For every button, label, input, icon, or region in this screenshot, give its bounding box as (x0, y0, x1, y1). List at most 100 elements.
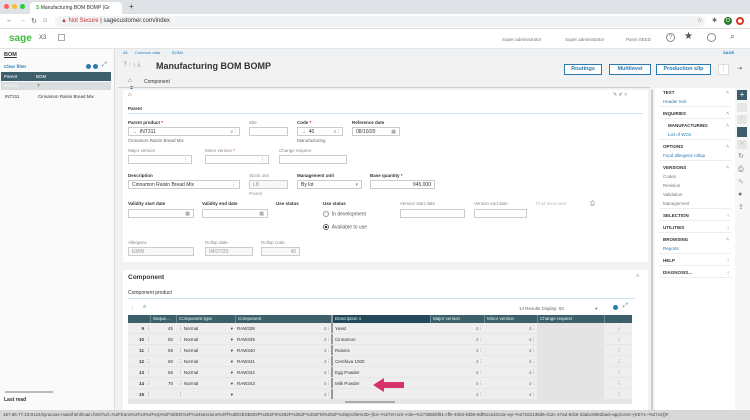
row-menu-icon[interactable]: ⋮ (146, 392, 150, 397)
validity-end-input[interactable]: ▦ (202, 209, 268, 218)
minor-version-cell[interactable]: ⌕ ⋮ (529, 348, 534, 353)
change-request-cell[interactable] (537, 356, 604, 366)
previous-page-icon[interactable] (86, 64, 91, 69)
export-icon[interactable]: ⇪ (738, 204, 744, 211)
back-button[interactable]: ← (6, 17, 13, 24)
lookup-icon[interactable]: ⌕ ⋮ (324, 392, 329, 397)
sequence-cell[interactable]: 70 (167, 381, 173, 386)
description-cell[interactable]: Cerefava 1000 (331, 356, 430, 366)
action-item[interactable]: Management (663, 201, 690, 206)
component-type-cell[interactable]: ⋮ Normal ▾ (178, 348, 233, 353)
filter-row[interactable]: INT311 T (1, 82, 111, 90)
sequence-cell[interactable]: 55 (167, 348, 173, 353)
section-inquiries[interactable]: INQUIRIES (663, 111, 687, 116)
expand-icon[interactable]: ⤢ (102, 62, 107, 68)
sequence-cell[interactable]: 65 (167, 370, 173, 375)
section-toggle-icon[interactable]: ‹ (727, 213, 729, 219)
table-row[interactable]: 13 ⋮ 65 ⋮ Normal ▾ RAW342 ⌕ ⋮ Egg Powder ⌕ … (128, 367, 632, 378)
component-cell[interactable]: RAW340 ⌕ ⋮ (235, 345, 331, 355)
lookup-icon[interactable]: ⌕ ⋮ (324, 381, 329, 386)
section-toggle-icon[interactable]: ‹ (727, 270, 729, 276)
component-cell[interactable]: RAW343 ⌕ ⋮ (235, 378, 331, 388)
description-input[interactable]: Cinnamon Raisin Bread Mix ⋮ (128, 180, 240, 189)
component-type-cell[interactable]: ⋮ Normal ▾ (178, 370, 233, 375)
calendar-icon[interactable]: ▦ (391, 129, 396, 135)
filter-value[interactable]: INT311 (4, 83, 19, 88)
section-tools-icons[interactable]: ✎ ✐ ˄ (613, 92, 628, 98)
create-icon[interactable]: + (737, 90, 747, 100)
change-request-input[interactable] (279, 155, 347, 164)
section-toggle-icon[interactable]: ˄ (726, 237, 729, 243)
row-menu-icon[interactable]: ⋮ (146, 348, 150, 353)
description-cell[interactable]: Egg Powder (331, 367, 430, 377)
panel-splitter[interactable] (651, 90, 653, 410)
allergens-input[interactable]: EMW (128, 247, 194, 256)
section-toggle-icon[interactable]: ˄ (726, 123, 729, 129)
component-cell[interactable]: RAW341 ⌕ ⋮ (235, 356, 331, 366)
more-actions-button[interactable]: ⋮ (718, 64, 729, 75)
rollup-code-input[interactable]: 40 (261, 247, 300, 256)
radio-available-to-use[interactable]: Available to use (323, 224, 367, 230)
reference-date-input[interactable]: 08/10/20 ▦ (352, 127, 400, 136)
exit-icon[interactable]: ⇥ (737, 66, 743, 72)
multilevel-button[interactable]: Multilevel (609, 64, 651, 75)
help-icon[interactable]: ? (666, 33, 675, 42)
cancel-icon[interactable]: ✕ (737, 140, 747, 149)
column-major-version[interactable]: Major version (430, 315, 484, 323)
component-type-cell[interactable]: ⋮ Normal ▾ (178, 381, 233, 386)
section-toggle-icon[interactable]: ‹ (727, 225, 729, 231)
row-menu-icon[interactable]: ⋮ (146, 359, 150, 364)
description-cell[interactable]: Yeast (331, 323, 430, 333)
major-version-cell[interactable]: ⌕ ⋮ (476, 326, 481, 331)
radio-in-development[interactable]: In development (323, 211, 366, 217)
row-menu-icon[interactable]: ⋮ (146, 337, 150, 342)
component-cell[interactable]: RAW338 ⌕ ⋮ (235, 323, 331, 333)
column-change-request[interactable]: Change request (537, 315, 604, 323)
close-window-button[interactable] (4, 4, 9, 9)
scrollbar[interactable] (5, 391, 53, 393)
description-cell[interactable]: Raisins (331, 345, 430, 355)
routings-button[interactable]: Routings (564, 64, 602, 75)
plm-document-icon[interactable]: ⎙ (590, 201, 595, 207)
maximize-window-button[interactable] (20, 4, 25, 9)
delete-icon[interactable] (737, 127, 747, 137)
breadcrumb-boms[interactable]: BOMs (172, 50, 184, 55)
major-version-input[interactable]: ⋮ (128, 155, 192, 164)
minor-version-cell[interactable]: ⌕ ⋮ (529, 326, 534, 331)
user-name[interactable]: Super administrator (565, 37, 605, 42)
column-component-type[interactable]: Component type (176, 315, 235, 323)
lookup-icon[interactable]: ⌕ ⋮ (324, 348, 329, 353)
sage-logo[interactable]: sage (9, 33, 32, 44)
opera-icon[interactable] (736, 17, 744, 25)
component-cell[interactable]: ⌕ ⋮ (235, 389, 331, 399)
action-link[interactable]: List of WOs (668, 132, 692, 137)
stock-unit-input[interactable]: LB (249, 180, 288, 189)
minor-version-input[interactable]: ⋮ (205, 155, 269, 164)
component-type-cell[interactable]: ⋮ ▾ (178, 392, 233, 397)
column-sequence[interactable]: Seque... (150, 315, 176, 323)
grid-settings-icon[interactable] (613, 305, 618, 310)
sequence-cell[interactable]: 60 (167, 359, 173, 364)
description-cell[interactable] (331, 389, 430, 399)
component-cell[interactable]: RAW339 ⌕ ⋮ (235, 334, 331, 344)
parent-product-input[interactable]: → INT311 ⌕ ⋮ (128, 127, 240, 136)
bookmark-star-icon[interactable]: ☆ (697, 18, 703, 24)
action-item[interactable]: Revision (663, 183, 681, 188)
clear-filter-link[interactable]: Clear filter (4, 64, 27, 69)
attachment-icon[interactable]: ✎ (738, 179, 744, 186)
record-navigation-arrows[interactable]: ⤒ ↑ ↓ ⤓ (124, 62, 141, 68)
minor-version-cell[interactable]: ⌕ ⋮ (529, 381, 534, 386)
grid-horizontal-scrollbar[interactable] (345, 401, 395, 403)
change-request-cell[interactable] (537, 323, 604, 333)
section-help[interactable]: HELP (663, 258, 676, 263)
column-minor-version[interactable]: Minor version (484, 315, 537, 323)
major-version-cell[interactable]: ⌕ ⋮ (476, 370, 481, 375)
action-link[interactable]: Food allergens rollup (663, 153, 706, 158)
profile-avatar[interactable]: O (724, 17, 732, 25)
validate-icon[interactable]: ✓ (737, 115, 747, 124)
minor-version-cell[interactable]: ⌕ ⋮ (529, 337, 534, 342)
lookup-icon[interactable]: ⌕ ⋮ (324, 337, 329, 342)
action-link[interactable]: Header text (663, 99, 687, 104)
section-manufacturing[interactable]: MANUFACTURING (668, 123, 708, 128)
minor-version-cell[interactable]: ⌕ ⋮ (529, 370, 534, 375)
